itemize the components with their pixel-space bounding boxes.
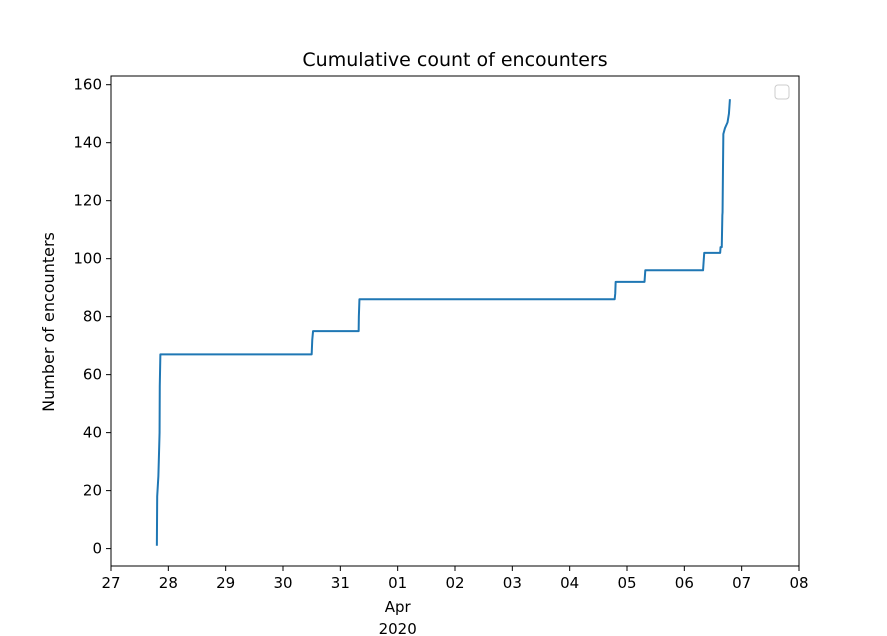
x-tick-label: 02	[445, 574, 464, 592]
y-tick-label: 140	[73, 134, 102, 152]
x-tick-year-label: 2020	[379, 620, 417, 636]
x-tick-label: 08	[789, 574, 808, 592]
y-tick-label: 100	[73, 250, 102, 268]
x-tick-label: 03	[503, 574, 522, 592]
x-tick-label: 05	[617, 574, 636, 592]
x-tick-label: 06	[675, 574, 694, 592]
y-tick-label: 160	[73, 76, 102, 94]
series-layer	[155, 99, 731, 546]
x-tick-label: 28	[159, 574, 178, 592]
y-tick-label: 0	[92, 540, 102, 558]
y-tick-label: 80	[83, 308, 102, 326]
plot-frame	[110, 75, 800, 567]
y-axis-label: Number of encounters	[39, 232, 58, 412]
chart-title: Cumulative count of encounters	[302, 49, 607, 71]
y-tick-label: 40	[83, 424, 102, 442]
x-tick-label: 01	[388, 574, 407, 592]
legend-box	[774, 84, 790, 100]
x-tick-label: 29	[216, 574, 235, 592]
x-tick-label: 04	[560, 574, 579, 592]
x-tick-label: 07	[732, 574, 751, 592]
series-line-0	[155, 99, 731, 546]
y-tick-label: 120	[73, 192, 102, 210]
x-tick-month-label: Apr	[385, 598, 412, 616]
y-tick-label: 60	[83, 366, 102, 384]
x-tick-label: 27	[101, 574, 120, 592]
y-tick-label: 20	[83, 482, 102, 500]
x-tick-label: 30	[273, 574, 292, 592]
x-tick-label: 31	[331, 574, 350, 592]
